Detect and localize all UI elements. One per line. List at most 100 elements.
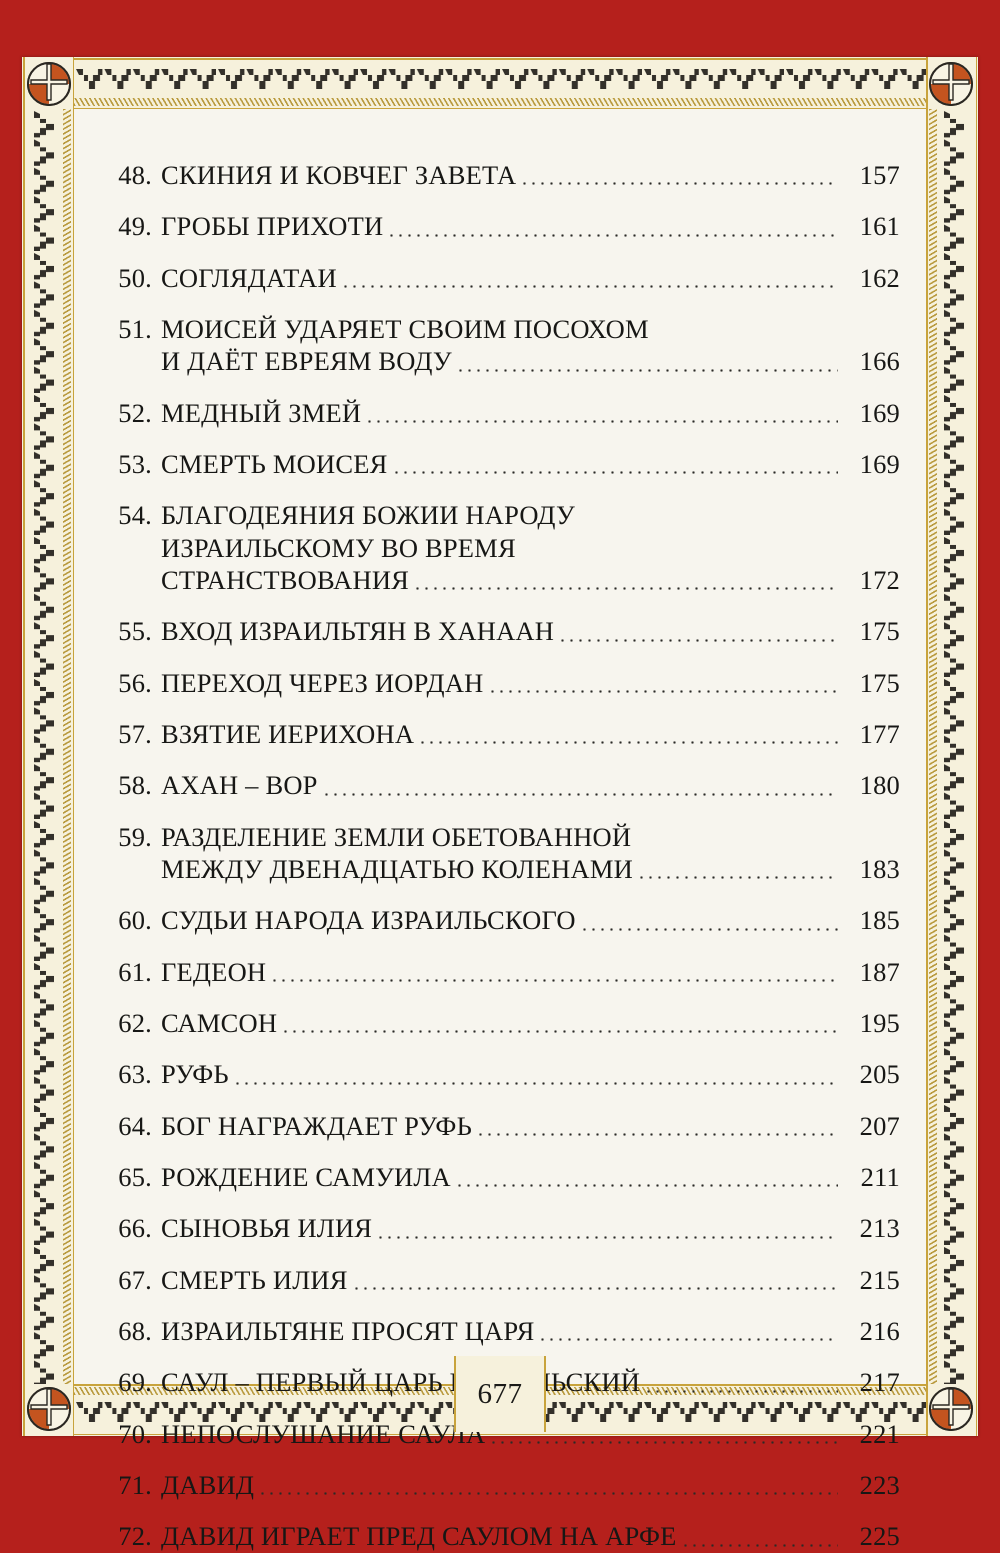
toc-entry[interactable]: 60. СУДЬИ НАРОДА ИЗРАИЛЬСКОГО 185	[100, 904, 900, 936]
chevron-band-top-icon	[74, 65, 926, 95]
toc-entry-title: АХАН – ВОР	[161, 770, 318, 801]
toc-entry-page-number: 215	[859, 1264, 900, 1295]
toc-dot-leader	[489, 1440, 838, 1444]
toc-dot-leader	[644, 1389, 838, 1393]
toc-entry-number: 60.	[118, 905, 152, 936]
toc-entry-line: 55. ВХОД ИЗРАИЛЬТЯН В ХАНААН 175	[100, 615, 900, 647]
toc-entry[interactable]: 54. БЛАГОДЕЯНИЯ БОЖИИ НАРОДУ ИЗРАИЛЬСКОМУ …	[100, 499, 900, 596]
toc-entry[interactable]: 53. СМЕРТЬ МОИСЕЯ 169	[100, 448, 900, 480]
toc-entry-page-number: 195	[859, 1007, 900, 1038]
toc-entry[interactable]: 55. ВХОД ИЗРАИЛЬТЯН В ХАНААН 175	[100, 615, 900, 647]
toc-entry[interactable]: 57. ВЗЯТИЕ ИЕРИХОНА 177	[100, 718, 900, 750]
toc-entry-title: СМЕРТЬ МОИСЕЯ	[161, 448, 388, 479]
toc-dot-leader	[387, 233, 838, 237]
toc-entry[interactable]: 62. САМСОН 195	[100, 1007, 900, 1039]
toc-entry-number: 52.	[118, 397, 152, 428]
toc-entry-page-number: 223	[859, 1469, 900, 1500]
toc-entry-line: 53. СМЕРТЬ МОИСЕЯ 169	[100, 448, 900, 480]
toc-entry[interactable]: 68. ИЗРАИЛЬТЯНЕ ПРОСЯТ ЦАРЯ 216	[100, 1315, 900, 1347]
cross-medallion-icon-top-left	[27, 62, 71, 106]
toc-entry[interactable]: 56. ПЕРЕХОД ЧЕРЕЗ ИОРДАН 175	[100, 667, 900, 699]
toc-entry-page-number: 207	[859, 1110, 900, 1141]
toc-entry-title: РУФЬ	[161, 1059, 229, 1090]
toc-entry-title: ИЗРАИЛЬТЯНЕ ПРОСЯТ ЦАРЯ	[161, 1315, 535, 1346]
toc-entry-title: РОЖДЕНИЕ САМУИЛА	[161, 1161, 451, 1192]
toc-entry-line-continued: МЕЖДУ ДВЕНАДЦАТЬЮ КОЛЕНАМИ 183	[100, 853, 900, 885]
toc-entry-page-number: 217	[859, 1367, 900, 1398]
toc-entry-page-number: 175	[859, 616, 900, 647]
toc-entry-number: 71.	[118, 1469, 152, 1500]
toc-entry-title: МЕЖДУ ДВЕНАДЦАТЬЮ КОЛЕНАМИ	[161, 853, 633, 884]
toc-entry-page-number: 183	[859, 853, 900, 884]
toc-entry-number: 59.	[118, 821, 152, 852]
toc-entry-line: 58. АХАН – ВОР 180	[100, 769, 900, 801]
toc-dot-leader	[365, 419, 838, 423]
toc-entry-number: 64.	[118, 1110, 152, 1141]
toc-entry-title: НЕПОСЛУШАНИЕ САУЛА	[161, 1418, 486, 1449]
toc-entry-title: МЕДНЫЙ ЗМЕЙ	[161, 397, 362, 428]
toc-entry[interactable]: 65. РОЖДЕНИЕ САМУИЛА 211	[100, 1161, 900, 1193]
cross-medallion-icon-bottom-left	[27, 1387, 71, 1431]
toc-entry-page-number: 166	[859, 346, 900, 377]
toc-entry-number: 54.	[118, 500, 152, 531]
toc-entry-line: 65. РОЖДЕНИЕ САМУИЛА 211	[100, 1161, 900, 1193]
toc-entry[interactable]: 66. СЫНОВЬЯ ИЛИЯ 213	[100, 1212, 900, 1244]
toc-entry-line: 68. ИЗРАИЛЬТЯНЕ ПРОСЯТ ЦАРЯ 216	[100, 1315, 900, 1347]
chevron-band-right-icon	[940, 109, 970, 1384]
toc-entry[interactable]: 49. ГРОБЫ ПРИХОТИ 161	[100, 210, 900, 242]
toc-entry[interactable]: 59. РАЗДЕЛЕНИЕ ЗЕМЛИ ОБЕТОВАННОЙ МЕЖДУ ДВЕ…	[100, 821, 900, 886]
toc-entry[interactable]: 51. МОИСЕЙ УДАРЯЕТ СВОИМ ПОСОХОМ И ДАЁТ ЕВ…	[100, 313, 900, 378]
toc-dot-leader	[281, 1030, 838, 1034]
page-number: 677	[477, 1377, 523, 1410]
toc-entry[interactable]: 52. МЕДНЫЙ ЗМЕЙ 169	[100, 397, 900, 429]
toc-entry-page-number: 213	[859, 1213, 900, 1244]
toc-entry-title: МОИСЕЙ УДАРЯЕТ СВОИМ ПОСОХОМ	[161, 313, 649, 344]
toc-entry[interactable]: 58. АХАН – ВОР 180	[100, 769, 900, 801]
toc-entry-number: 53.	[118, 448, 152, 479]
toc-entry[interactable]: 69. САУЛ – ПЕРВЫЙ ЦАРЬ ИЗРАИЛЬСКИЙ 217	[100, 1366, 900, 1398]
toc-dot-leader	[487, 689, 838, 693]
toc-entry-number: 62.	[118, 1007, 152, 1038]
toc-dot-leader	[391, 471, 838, 475]
toc-entry[interactable]: 70. НЕПОСЛУШАНИЕ САУЛА 221	[100, 1418, 900, 1450]
toc-entry-line: 62. САМСОН 195	[100, 1007, 900, 1039]
toc-entry-title: ДАВИД ИГРАЕТ ПРЕД САУЛОМ НА АРФЕ	[161, 1521, 677, 1552]
toc-entry-page-number: 169	[859, 448, 900, 479]
toc-entry[interactable]: 67. СМЕРТЬ ИЛИЯ 215	[100, 1264, 900, 1296]
toc-entry-title: ВЗЯТИЕ ИЕРИХОНА	[161, 718, 415, 749]
toc-entry-number: 48.	[118, 160, 152, 190]
chevron-band-left-icon	[30, 109, 60, 1384]
toc-entry-title: РАЗДЕЛЕНИЕ ЗЕМЛИ ОБЕТОВАННОЙ	[161, 821, 632, 852]
toc-entry-line: 61. ГЕДЕОН 187	[100, 956, 900, 988]
toc-entry-line: 67. СМЕРТЬ ИЛИЯ 215	[100, 1264, 900, 1296]
toc-entry[interactable]: 72. ДАВИД ИГРАЕТ ПРЕД САУЛОМ НА АРФЕ 225	[100, 1520, 900, 1552]
toc-entry[interactable]: 50. СОГЛЯДАТАИ 162	[100, 262, 900, 294]
toc-entry-title: СТРАНСТВОВАНИЯ	[161, 564, 410, 595]
toc-entry-line: 64. БОГ НАГРАЖДАЕТ РУФЬ 207	[100, 1110, 900, 1142]
toc-dot-leader	[321, 792, 838, 796]
toc-dot-leader	[376, 1235, 838, 1239]
toc-entry-line: 52. МЕДНЫЙ ЗМЕЙ 169	[100, 397, 900, 429]
toc-entry[interactable]: 48. СКИНИЯ И КОВЧЕГ ЗАВЕТА 157	[100, 159, 900, 191]
toc-entry-title: ГЕДЕОН	[161, 956, 267, 987]
toc-entry-number: 61.	[118, 956, 152, 987]
toc-dot-leader	[520, 182, 838, 186]
toc-entry-line: 49. ГРОБЫ ПРИХОТИ 161	[100, 210, 900, 242]
toc-dot-leader	[270, 978, 838, 982]
toc-entry[interactable]: 63. РУФЬ 205	[100, 1058, 900, 1090]
toc-entry-page-number: 169	[859, 397, 900, 428]
toc-entry-number: 63.	[118, 1059, 152, 1090]
toc-entry-title: ИЗРАИЛЬСКОМУ ВО ВРЕМЯ	[161, 532, 516, 563]
toc-entry-line: 66. СЫНОВЬЯ ИЛИЯ 213	[100, 1212, 900, 1244]
toc-entry-page-number: 185	[859, 905, 900, 936]
toc-entry-line: 59. РАЗДЕЛЕНИЕ ЗЕМЛИ ОБЕТОВАННОЙ	[100, 821, 900, 853]
toc-entry-title: СЫНОВЬЯ ИЛИЯ	[161, 1213, 373, 1244]
toc-entry-title: САМСОН	[161, 1007, 278, 1038]
toc-entry-page-number: 172	[859, 564, 900, 595]
toc-entry[interactable]: 64. БОГ НАГРАЖДАЕТ РУФЬ 207	[100, 1110, 900, 1142]
toc-entry[interactable]: 71. ДАВИД 223	[100, 1469, 900, 1501]
toc-entry[interactable]: 61. ГЕДЕОН 187	[100, 956, 900, 988]
toc-dot-leader	[680, 1543, 838, 1547]
toc-entry-number: 70.	[118, 1418, 152, 1449]
toc-dot-leader	[340, 284, 838, 288]
